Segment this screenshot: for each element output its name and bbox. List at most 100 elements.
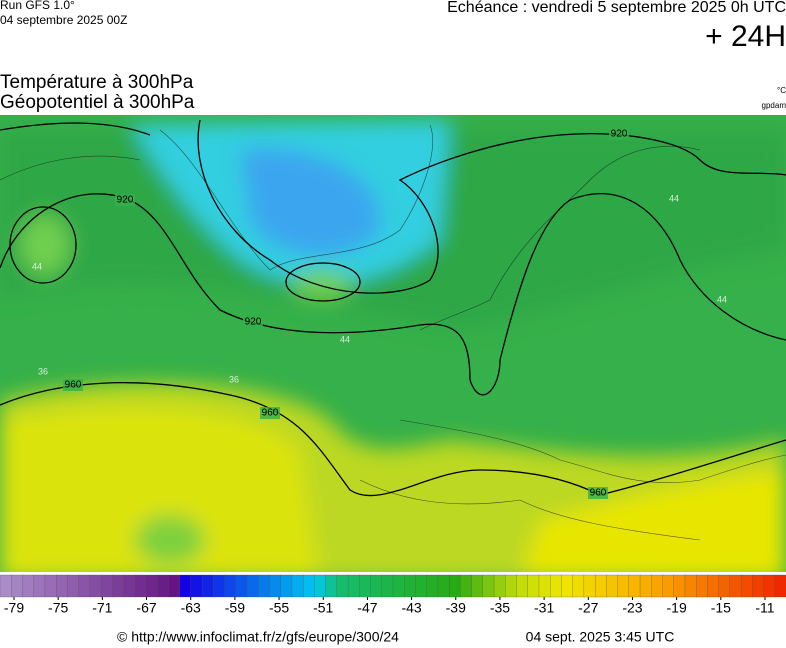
source-url: © http://www.infoclimat.fr/z/gfs/europe/… (117, 629, 399, 645)
geopotential-label: 960 (262, 408, 279, 419)
color-swatch (100, 574, 113, 598)
geopotential-label: 920 (245, 317, 262, 328)
temperature-label: 44 (669, 193, 679, 203)
colorbar-label: -67 (136, 600, 156, 616)
color-swatch (527, 574, 540, 598)
color-swatch (673, 574, 686, 598)
label-backdrop (609, 128, 629, 140)
colorbar-label: -31 (534, 600, 554, 616)
forecast-time: Echéance : vendredi 5 septembre 2025 0h … (447, 0, 786, 16)
color-swatch (235, 574, 248, 598)
color-swatch (381, 574, 394, 598)
geopotential-label: 920 (117, 195, 134, 206)
geopotential-contours (0, 119, 786, 497)
colorbar-label: -35 (490, 600, 510, 616)
temperature-label: 36 (38, 366, 48, 376)
color-swatch (269, 574, 282, 598)
color-swatch (561, 574, 574, 598)
label-backdrop (588, 487, 608, 499)
color-swatch (437, 574, 450, 598)
color-swatch (448, 574, 462, 598)
color-swatch (190, 574, 203, 598)
color-swatch (426, 574, 439, 598)
label-backdrop (63, 379, 83, 391)
color-swatch (314, 574, 327, 598)
color-swatch (0, 574, 12, 598)
temperature-field (0, 120, 786, 572)
color-swatch (134, 574, 147, 598)
temperature-label: 36 (229, 374, 239, 384)
colorbar: -79 -75 -71 -67 -63 -59 -55 -51 -47 -43 -39 -35 -31 -… (0, 574, 786, 616)
colorbar-label: -15 (711, 600, 731, 616)
colorbar-label: -55 (269, 600, 289, 616)
map: 920 920 920 960 960 960 44 44 36 36 44 44 (0, 115, 786, 572)
color-swatch (392, 574, 405, 598)
color-swatch (78, 574, 91, 598)
colorbar-label: -63 (181, 600, 201, 616)
color-swatch (33, 574, 46, 598)
color-swatch (516, 574, 529, 598)
colorbar-label: -43 (401, 600, 421, 616)
temperature-labels: 44 44 36 36 44 44 (32, 193, 727, 384)
coastlines (0, 124, 786, 541)
color-swatch (168, 574, 181, 598)
color-swatch (696, 574, 709, 598)
color-swatch (572, 574, 585, 598)
color-swatch (617, 574, 630, 598)
color-swatch (628, 574, 641, 598)
color-swatch (145, 574, 158, 598)
unit-temperature: °C (777, 86, 786, 95)
color-swatch (246, 574, 259, 598)
unit-geopotential: gpdam (762, 101, 786, 110)
color-swatch (606, 574, 619, 598)
color-swatch (22, 574, 35, 598)
color-swatch (505, 574, 518, 598)
color-swatch (291, 574, 304, 598)
label-backdrop (243, 316, 263, 328)
color-swatch (123, 574, 136, 598)
color-swatch (179, 574, 192, 598)
color-swatch (729, 574, 742, 598)
colorbar-label: -39 (446, 600, 466, 616)
color-swatch (538, 574, 551, 598)
color-swatch (404, 574, 417, 598)
issue-time: 04 sept. 2025 3:45 UTC (526, 629, 675, 645)
colorbar-label: -11 (755, 600, 774, 616)
color-swatch (370, 574, 383, 598)
geopotential-labels: 920 920 920 960 960 960 (63, 128, 629, 499)
colorbar-label: -51 (313, 600, 333, 616)
color-swatch (359, 574, 372, 598)
geopotential-label: 960 (590, 488, 607, 499)
color-swatch (482, 574, 495, 598)
color-swatch (11, 574, 24, 598)
temperature-label: 44 (32, 261, 42, 271)
color-swatch (460, 574, 473, 598)
temperature-label: 44 (717, 294, 727, 304)
temperature-label: 44 (340, 334, 350, 344)
title-temperature: Température à 300hPa (0, 72, 194, 93)
color-swatch (112, 574, 125, 598)
color-swatch (639, 574, 652, 598)
geopotential-label: 920 (611, 129, 628, 140)
color-swatch (662, 574, 675, 598)
color-swatch (752, 574, 765, 598)
color-swatch (44, 574, 57, 598)
title-geopotential: Géopotentiel à 300hPa (0, 92, 195, 113)
colorbar-label: -59 (225, 600, 245, 616)
run-date: 04 septembre 2025 00Z (0, 13, 127, 27)
color-swatch (684, 574, 697, 598)
color-swatch (89, 574, 102, 598)
color-swatch (224, 574, 237, 598)
color-swatch (336, 574, 349, 598)
geopotential-label: 960 (65, 380, 82, 391)
color-swatch (493, 574, 506, 598)
color-swatch (763, 574, 776, 598)
colorbar-label: -23 (622, 600, 642, 616)
color-swatch (157, 574, 170, 598)
colorbar-label: -75 (48, 600, 68, 616)
forecast-offset: + 24H (705, 20, 786, 53)
color-swatch (550, 574, 563, 598)
color-swatch (347, 574, 360, 598)
